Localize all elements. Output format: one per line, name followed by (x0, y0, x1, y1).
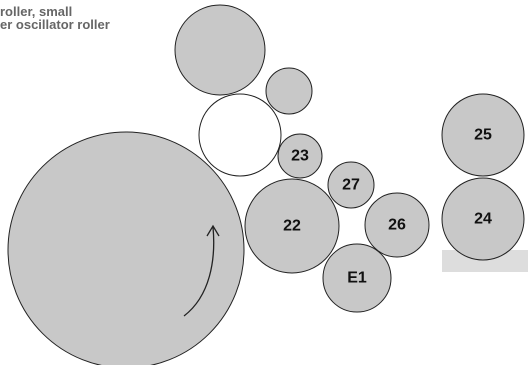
top-roller (174, 4, 266, 96)
rotation-arrow-icon (183, 226, 215, 317)
header-line-1: roller, small (0, 4, 73, 19)
roller-22: 22 (244, 178, 340, 274)
roller-26-label: 26 (388, 217, 406, 234)
roller-26-circle (364, 192, 430, 258)
header-line-2: er oscillator roller (0, 17, 110, 32)
roller-25-circle (441, 93, 525, 177)
roller-22-circle (244, 178, 340, 274)
roller-25-label: 25 (474, 127, 492, 144)
roller-27-label: 27 (342, 177, 360, 194)
roller-e1-circle (322, 243, 392, 313)
roller-24-circle (441, 177, 525, 261)
roller-23: 23 (277, 133, 323, 179)
roller-25: 25 (441, 93, 525, 177)
roller-e1: E1 (322, 243, 392, 313)
arrowhead-icon (206, 224, 220, 237)
roller-27-circle (327, 161, 375, 209)
roller-26: 26 (364, 192, 430, 258)
roller-23-label: 23 (291, 148, 309, 165)
large-cylinder (7, 131, 245, 365)
roller-23-circle (277, 133, 323, 179)
small-roller (265, 67, 313, 115)
roller-e1-label: E1 (347, 270, 367, 287)
roller-27: 27 (327, 161, 375, 209)
roller-22-label: 22 (283, 218, 301, 235)
roller-24: 24 (441, 177, 525, 261)
roller-24-label: 24 (474, 211, 492, 228)
open-roller (198, 93, 282, 177)
